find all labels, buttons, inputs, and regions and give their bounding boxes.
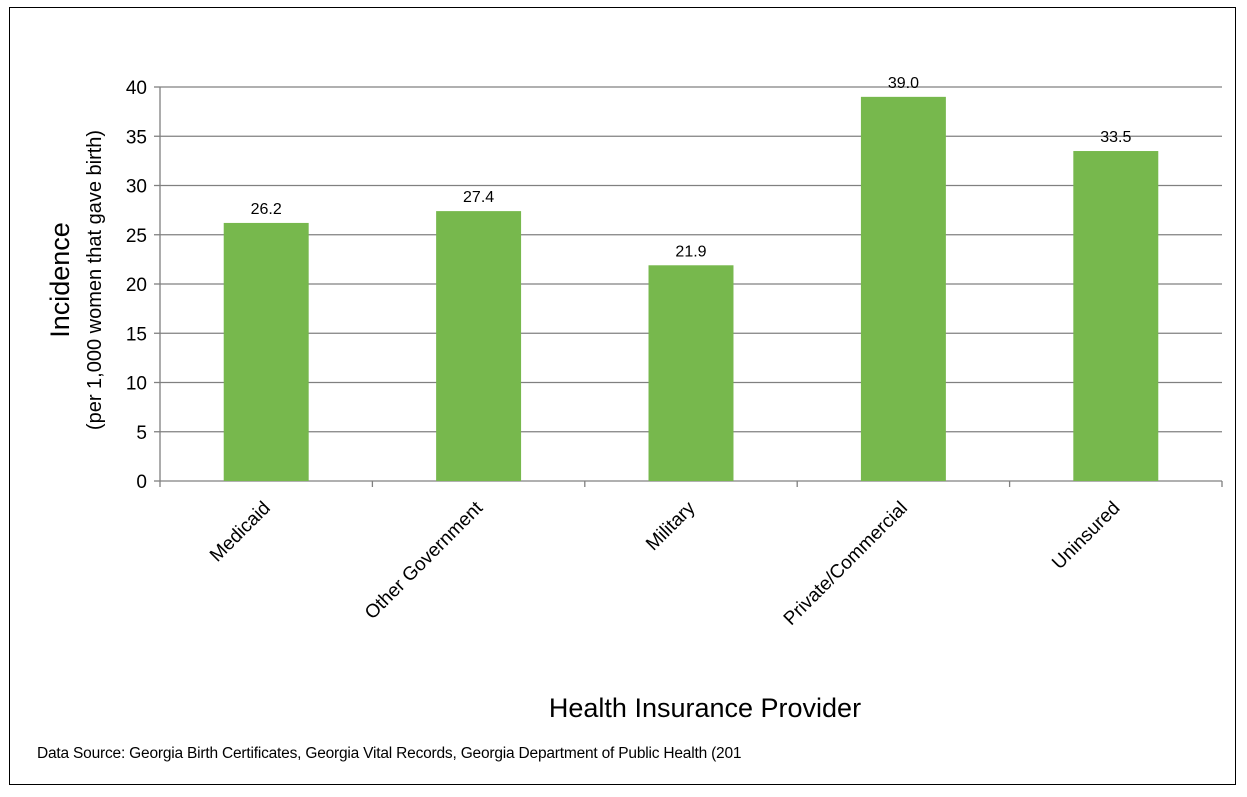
gridlines xyxy=(160,86,1222,433)
y-tick-label: 0 xyxy=(136,472,147,493)
x-axis-title: Health Insurance Provider xyxy=(549,693,861,723)
y-tick-label: 15 xyxy=(126,324,147,345)
x-category-label: Military xyxy=(642,497,700,555)
bars xyxy=(223,96,1159,482)
data-label: 27.4 xyxy=(463,189,494,206)
y-tick-label: 40 xyxy=(126,78,147,99)
y-tick-label: 20 xyxy=(126,275,147,296)
y-axis-subtitle: (per 1,000 women that gave birth) xyxy=(84,130,106,430)
data-label: 21.9 xyxy=(675,243,706,260)
x-category-label: Private/Commercial xyxy=(780,498,912,630)
y-tick-labels: 0 5 10 15 20 25 30 35 40 xyxy=(126,78,147,493)
x-category-label: Medicaid xyxy=(206,498,275,567)
bar-other-government xyxy=(436,211,522,482)
bar-uninsured xyxy=(1073,151,1159,481)
y-tick-label: 25 xyxy=(126,226,147,247)
x-category-label: Uninsured xyxy=(1048,498,1124,574)
bar-private-commercial xyxy=(860,96,946,481)
y-axis-title: Incidence xyxy=(45,222,75,338)
y-tick-label: 5 xyxy=(136,423,147,444)
data-source-note: Data Source: Georgia Birth Certificates,… xyxy=(37,745,742,762)
data-label: 26.2 xyxy=(251,201,282,218)
data-labels: 26.2 27.4 21.9 39.0 33.5 xyxy=(251,75,1132,260)
x-category-label: Other Government xyxy=(361,497,488,624)
y-tick-label: 10 xyxy=(126,374,147,395)
x-category-labels: Medicaid Other Government Military Private/… xyxy=(206,497,1124,630)
data-label: 39.0 xyxy=(888,75,919,92)
bar-military xyxy=(648,265,734,481)
y-tick-label: 30 xyxy=(126,177,147,198)
y-tick-label: 35 xyxy=(126,127,147,148)
data-label: 33.5 xyxy=(1100,129,1131,146)
bar-medicaid xyxy=(223,222,309,481)
